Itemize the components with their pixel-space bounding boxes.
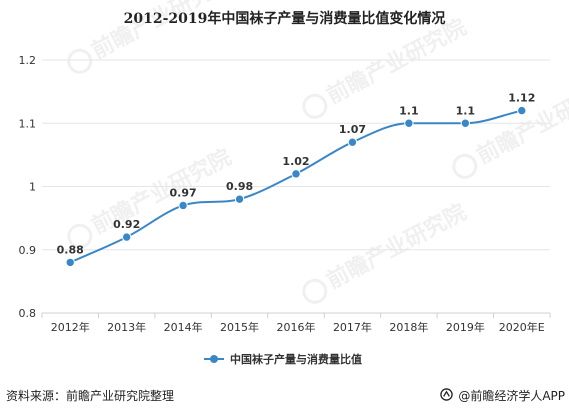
data-point xyxy=(404,118,414,128)
watermark-2: 前瞻产业研究院 xyxy=(452,74,569,179)
watermark-text: 前瞻产业研究院 xyxy=(87,144,235,239)
x-tick-label: 2018年 xyxy=(389,320,428,334)
brand-logo-icon xyxy=(440,388,453,401)
watermark-logo-icon xyxy=(452,153,478,179)
watermark-text: 前瞻产业研究院 xyxy=(322,14,470,109)
watermark-text: 前瞻产业研究院 xyxy=(87,0,235,64)
watermark-3: 前瞻产业研究院 xyxy=(67,144,236,249)
x-tick-label: 2020年E xyxy=(499,320,545,334)
y-tick-label: 1.1 xyxy=(19,117,37,130)
data-point xyxy=(121,232,132,242)
x-axis: 2012年 2013年 2014年 2015年 2016年 2017年 2018年 2019年… xyxy=(41,312,551,334)
data-point xyxy=(291,169,301,179)
y-tick-label: 1.2 xyxy=(19,54,37,67)
watermark-logo-icon xyxy=(67,48,93,74)
data-label: 0.97 xyxy=(170,186,197,199)
watermark-text: 前瞻产业研究院 xyxy=(322,199,470,294)
data-point xyxy=(234,194,245,204)
watermark-1: 前瞻产业研究院 xyxy=(302,14,471,119)
brand-credit: @前瞻经济学人APP xyxy=(458,389,565,403)
data-point xyxy=(347,137,358,147)
data-label: 0.98 xyxy=(226,180,253,193)
data-point xyxy=(517,105,527,116)
data-point xyxy=(460,118,471,128)
footer: 资料来源：前瞻产业研究院整理 @前瞻经济学人APP xyxy=(0,387,569,407)
source-note: 资料来源：前瞻产业研究院整理 xyxy=(6,389,175,403)
y-tick-label: 1 xyxy=(29,181,36,194)
data-point xyxy=(178,200,188,211)
x-tick-label: 2015年 xyxy=(220,320,259,334)
watermark-text: 前瞻产业研究院 xyxy=(472,74,569,169)
data-labels: 0.88 0.92 0.97 0.98 1.02 1.07 1.1 1.1 1.12 xyxy=(57,92,536,257)
watermark-logo-icon xyxy=(302,93,328,119)
data-label: 0.88 xyxy=(57,243,84,256)
data-label: 1.07 xyxy=(339,123,366,136)
legend-marker-icon xyxy=(210,355,218,363)
watermark-logo-icon xyxy=(67,223,93,249)
watermark-logo-icon xyxy=(302,278,328,304)
x-tick-label: 2013年 xyxy=(107,320,146,334)
data-point xyxy=(65,257,75,268)
x-tick-label: 2014年 xyxy=(164,320,203,334)
y-tick-label: 0.8 xyxy=(19,307,37,320)
chart-title: 2012-2019年中国袜子产量与消费量比值变化情况 xyxy=(123,11,446,27)
x-tick-label: 2019年 xyxy=(446,320,485,334)
data-label: 1.1 xyxy=(456,104,476,117)
watermark-0: 前瞻产业研究院 xyxy=(67,0,236,74)
y-tick-label: 0.9 xyxy=(19,244,37,257)
data-label: 1.02 xyxy=(282,155,309,168)
x-tick-label: 2012年 xyxy=(51,320,90,334)
y-axis: 0.8 0.9 1 1.1 1.2 xyxy=(19,54,37,320)
data-label: 1.1 xyxy=(399,104,419,117)
legend-label: 中国袜子产量与消费量比值 xyxy=(230,352,362,366)
data-points xyxy=(65,105,527,268)
data-label: 1.12 xyxy=(508,92,535,105)
x-tick-label: 2017年 xyxy=(333,320,372,334)
data-label: 0.92 xyxy=(113,218,140,231)
x-tick-label: 2016年 xyxy=(277,320,316,334)
watermark-4: 前瞻产业研究院 xyxy=(302,199,471,304)
legend: 中国袜子产量与消费量比值 xyxy=(204,352,362,366)
